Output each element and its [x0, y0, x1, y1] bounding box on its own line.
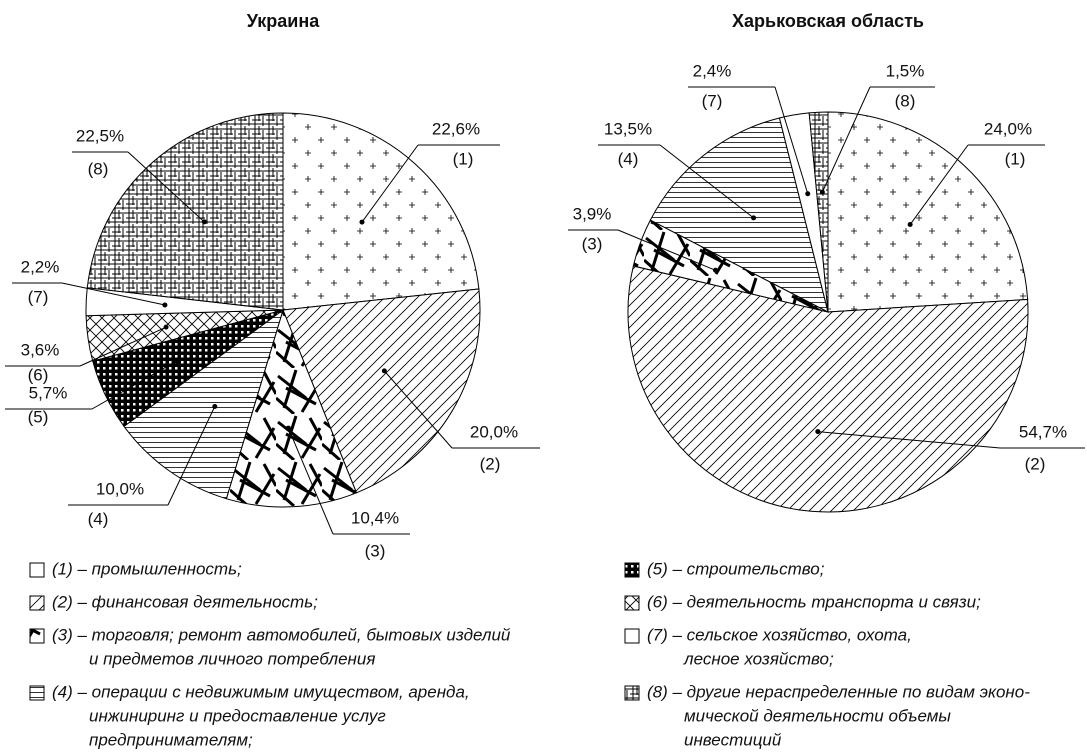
leader-dot — [212, 404, 218, 410]
leader-dot — [907, 222, 913, 228]
leader-dot — [819, 189, 825, 195]
leader-dot — [712, 267, 718, 273]
leader-dot — [751, 215, 757, 221]
leader-dot — [805, 191, 811, 197]
leader-dot — [201, 219, 207, 225]
value-label: 1,5% — [886, 61, 925, 80]
legend-text: инвестиций — [684, 730, 782, 749]
legend-text: (1) – промышленность; — [52, 559, 242, 578]
leader-dot — [815, 429, 821, 435]
pie-slice — [649, 117, 829, 313]
value-label: 22,5% — [76, 126, 124, 145]
legend-text: (6) – деятельность транспорта и связи; — [647, 592, 981, 611]
legend-text: (2) – финансовая деятельность; — [52, 592, 318, 611]
legend-swatch — [624, 628, 640, 644]
leader-dot — [173, 358, 179, 364]
category-label: (7) — [702, 91, 723, 110]
pie-slice — [225, 308, 358, 508]
category-label: (4) — [618, 149, 639, 168]
legend-swatch — [29, 562, 45, 578]
legend-text: и предметов личного потребления — [89, 649, 375, 668]
value-label: 10,4% — [351, 508, 399, 527]
value-label: 2,4% — [693, 61, 732, 80]
category-label: (3) — [582, 234, 603, 253]
leader-line — [383, 370, 453, 449]
leader-dot — [381, 368, 387, 374]
value-label: 3,9% — [573, 204, 612, 223]
leader-line — [361, 144, 419, 223]
category-label: (3) — [365, 541, 386, 560]
value-label: 3,6% — [21, 340, 60, 359]
value-label: 20,0% — [470, 422, 518, 441]
leader-line — [774, 86, 809, 194]
category-label: (6) — [28, 365, 49, 384]
category-label: (2) — [1025, 454, 1046, 473]
legend-swatch — [29, 628, 45, 644]
category-label: (1) — [1005, 149, 1026, 168]
legend-swatch — [624, 562, 640, 578]
legend-text: предпринимателям; — [89, 730, 253, 749]
pie-slice — [123, 308, 284, 500]
legend-swatch — [29, 595, 45, 611]
value-label: 2,2% — [21, 257, 60, 276]
leader-line — [817, 431, 1001, 449]
category-label: (4) — [88, 509, 109, 528]
chart-title: Харьковская область — [732, 11, 924, 31]
legend-text: (4) – операции с недвижимым имуществом, … — [52, 682, 470, 701]
value-label: 54,7% — [1019, 422, 1067, 441]
category-label: (5) — [28, 407, 49, 426]
leader-line — [91, 360, 177, 410]
category-label: (7) — [28, 287, 49, 306]
pie-slice — [827, 111, 1029, 313]
leader-dot — [162, 302, 168, 308]
value-label: 22,6% — [432, 119, 480, 138]
pie-slice — [282, 288, 481, 494]
category-label: (2) — [480, 454, 501, 473]
chart-title: Украина — [247, 11, 320, 31]
legend-swatch — [624, 685, 640, 701]
leader-line — [909, 144, 969, 225]
pie-slice — [282, 112, 480, 311]
leader-line — [127, 151, 205, 223]
category-label: (8) — [895, 91, 916, 110]
legend-text: (7) – сельское хозяйство, охота, — [647, 625, 912, 644]
pie-slice — [86, 112, 284, 311]
category-label: (8) — [88, 159, 109, 178]
leader-dot — [163, 324, 169, 330]
legend-text: мической деятельности объемы — [684, 706, 951, 725]
value-label: 5,7% — [29, 383, 68, 402]
leader-line — [79, 326, 167, 367]
legend-swatch — [29, 685, 45, 701]
leader-line — [659, 144, 754, 219]
leader-line — [617, 229, 716, 271]
leader-line — [61, 282, 166, 306]
legend-text: (5) – строительство; — [647, 559, 825, 578]
value-label: 13,5% — [604, 119, 652, 138]
legend-swatch — [624, 595, 640, 611]
pie-slice — [627, 265, 1029, 513]
legend-text: лесное хозяйство; — [683, 649, 834, 668]
leader-dot — [359, 219, 365, 225]
leader-line — [167, 406, 216, 506]
category-label: (1) — [453, 149, 474, 168]
value-label: 10,0% — [96, 479, 144, 498]
pie-slice — [808, 111, 829, 313]
legend-text: (8) – другие нераспределенные по видам э… — [647, 682, 1030, 701]
leader-line — [287, 427, 334, 535]
legend-text: инжиниринг и предоставление услуг — [89, 706, 386, 725]
leader-dot — [285, 425, 291, 431]
leader-line — [821, 86, 871, 193]
value-label: 24,0% — [984, 119, 1032, 138]
legend-text: (3) – торговля; ремонт автомобилей, быто… — [52, 625, 511, 644]
